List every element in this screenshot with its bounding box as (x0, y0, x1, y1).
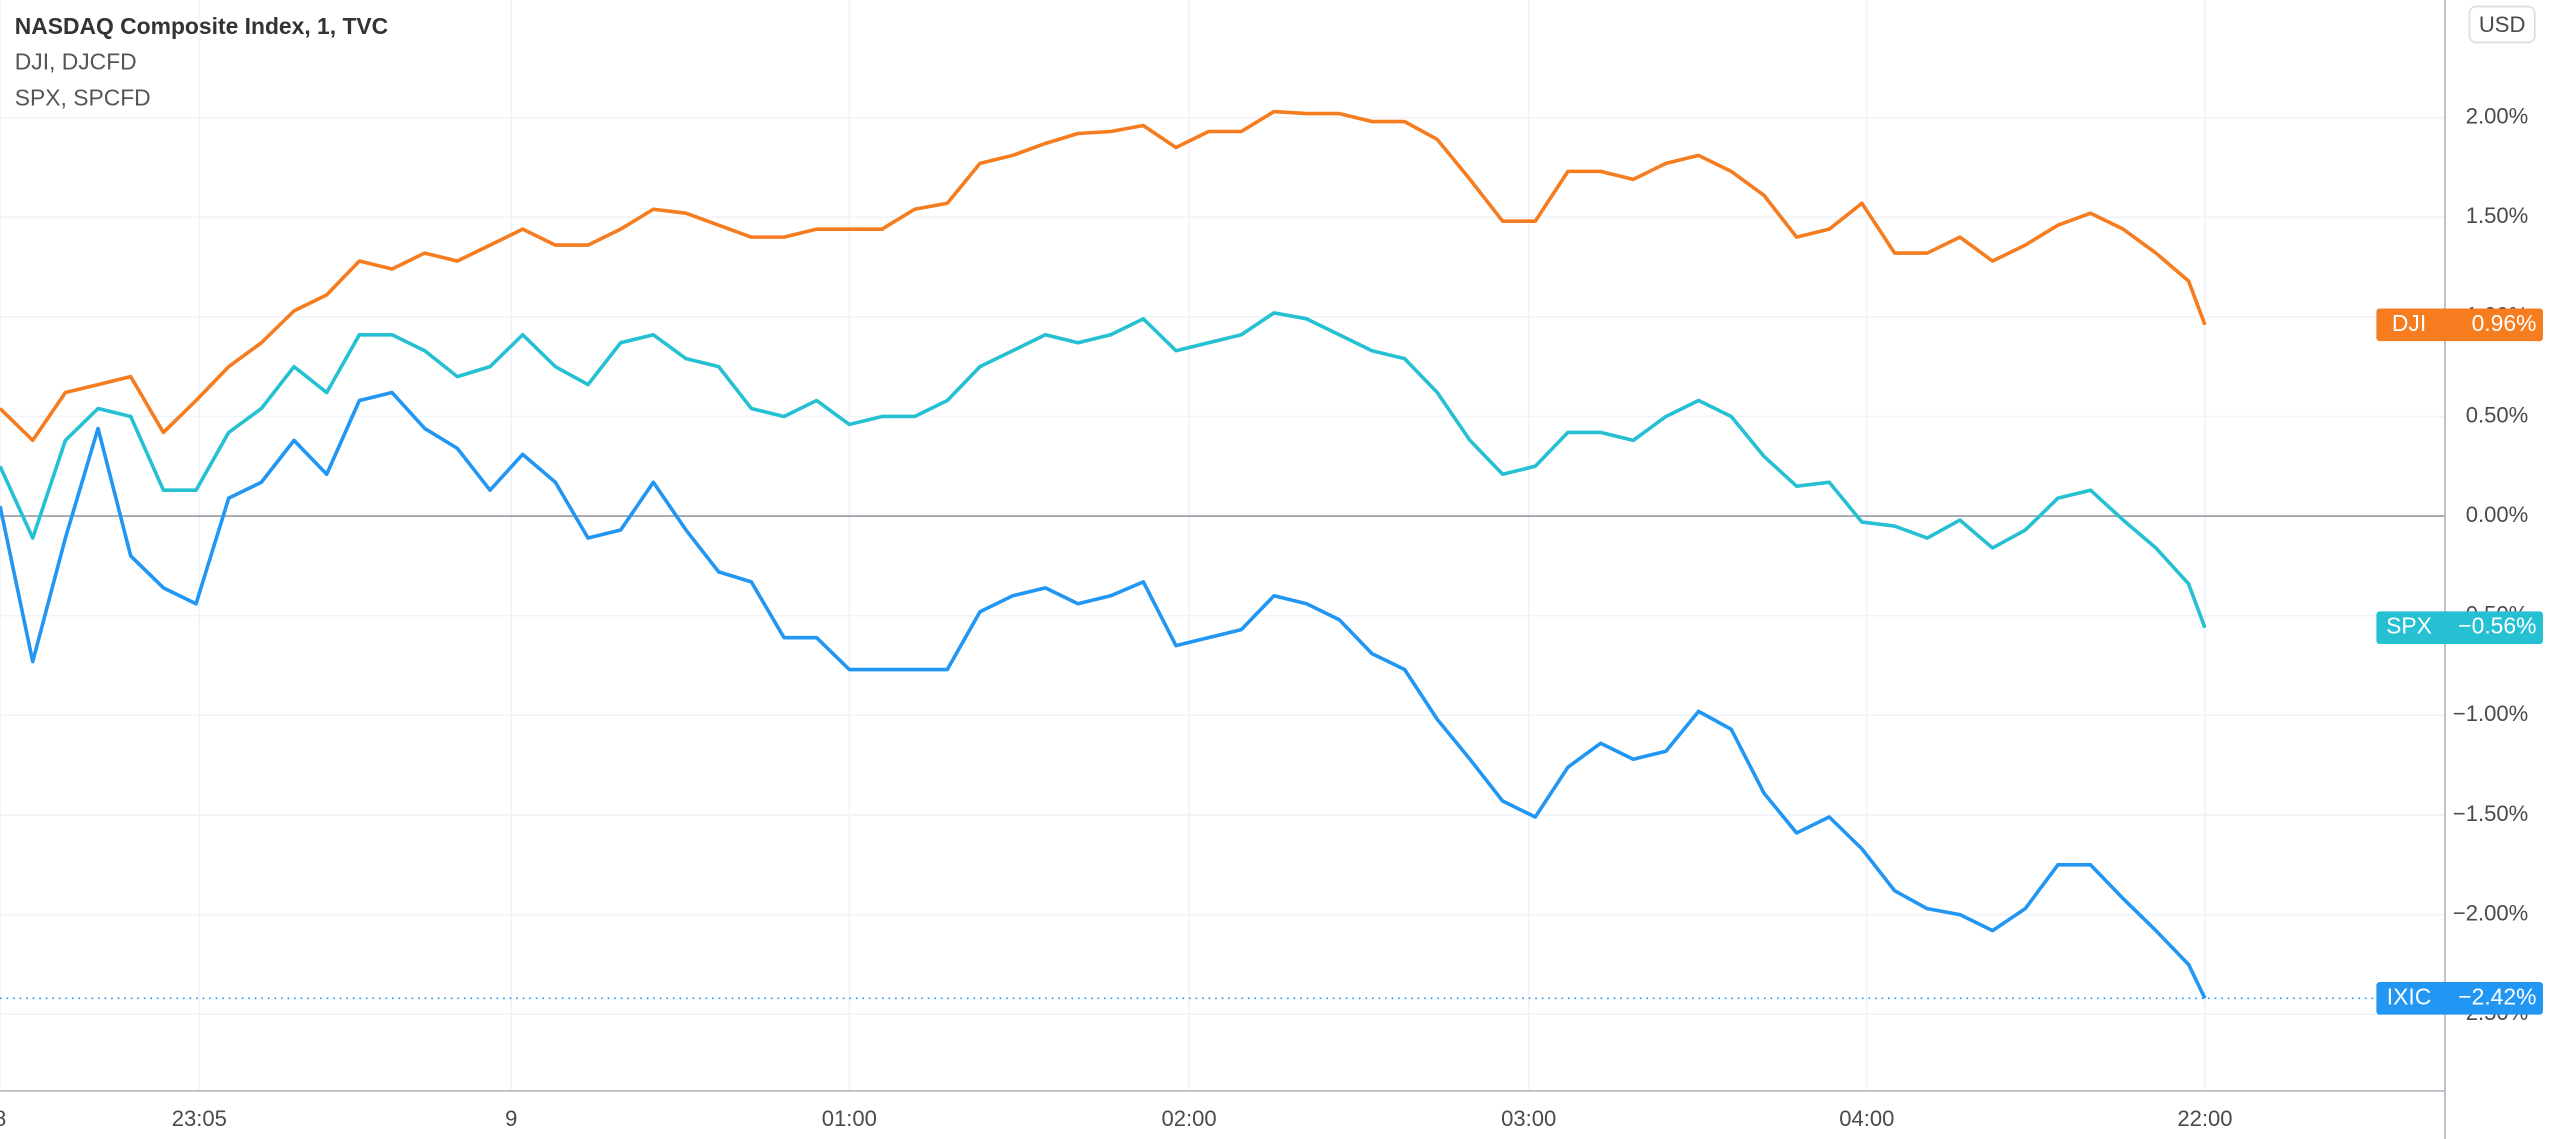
y-tick-label: −2.00% (2453, 900, 2528, 925)
legend-item: DJI, DJCFD (15, 49, 137, 75)
legend-item: SPX, SPCFD (15, 85, 151, 111)
price-badge (2376, 611, 2543, 645)
y-tick-label: 0.00% (2466, 502, 2528, 527)
currency-box[interactable] (2468, 5, 2536, 44)
y-tick-label: −1.50% (2453, 801, 2528, 826)
x-tick-label: 03:00 (1501, 1106, 1556, 1131)
x-tick-label: 02:00 (1161, 1106, 1216, 1131)
grid (0, 0, 2445, 1091)
currency[interactable]: USD (2479, 12, 2526, 37)
lines (0, 109, 2445, 1000)
x-tick-label: 01:00 (822, 1106, 877, 1131)
badge-name: DJI (2392, 310, 2426, 336)
y-tick-label: −1.00% (2453, 701, 2528, 726)
series-line (0, 109, 2207, 443)
price-badge (2376, 981, 2543, 1015)
x-tick-label: 23:05 (172, 1106, 227, 1131)
badge-value: −0.56% (2458, 613, 2536, 639)
x-tick-label: 8 (0, 1106, 6, 1131)
badge-value: −2.42% (2458, 983, 2536, 1009)
legend-item: NASDAQ Composite Index, 1, TVC (15, 13, 388, 39)
price-badge (2376, 308, 2543, 342)
series-line (0, 311, 2207, 629)
series-line (0, 390, 2207, 1000)
badge-name: SPX (2386, 613, 2432, 639)
x-tick-label: 04:00 (1839, 1106, 1894, 1131)
badge-value: 0.96% (2472, 310, 2537, 336)
y-tick-label: 1.50% (2466, 203, 2528, 228)
x-tick-label: 9 (505, 1106, 517, 1131)
x-tick-label: 22:00 (2177, 1106, 2232, 1131)
y-tick-label: 0.50% (2466, 402, 2528, 427)
badge-name: IXIC (2387, 983, 2431, 1009)
y-tick-label: 2.00% (2466, 103, 2528, 128)
